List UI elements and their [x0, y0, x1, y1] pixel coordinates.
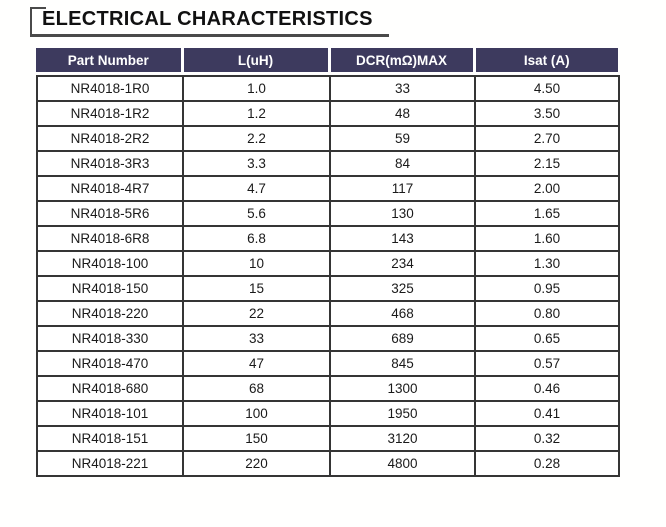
- table-body: NR4018-1R0 1.0 33 4.50 NR4018-1R2 1.2 48 3.50 NR…: [36, 75, 620, 477]
- cell-dcr-mohm-max: 59: [329, 125, 476, 152]
- cell-l-uh: 100: [182, 400, 331, 427]
- cell-isat-a: 0.41: [474, 400, 620, 427]
- table-row: NR4018-221 220 4800 0.28: [36, 450, 620, 477]
- table-row: NR4018-4R7 4.7 117 2.00: [36, 175, 620, 202]
- cell-dcr-mohm-max: 4800: [329, 450, 476, 477]
- cell-dcr-mohm-max: 84: [329, 150, 476, 177]
- cell-isat-a: 1.30: [474, 250, 620, 277]
- cell-part-number: NR4018-5R6: [36, 200, 184, 227]
- cell-l-uh: 5.6: [182, 200, 331, 227]
- cell-isat-a: 0.32: [474, 425, 620, 452]
- table-row: NR4018-5R6 5.6 130 1.65: [36, 200, 620, 227]
- cell-l-uh: 1.2: [182, 100, 331, 127]
- column-header-l-uh: L(uH): [182, 48, 331, 72]
- table-row: NR4018-330 33 689 0.65: [36, 325, 620, 352]
- cell-part-number: NR4018-680: [36, 375, 184, 402]
- cell-part-number: NR4018-150: [36, 275, 184, 302]
- table-row: NR4018-6R8 6.8 143 1.60: [36, 225, 620, 252]
- cell-isat-a: 0.95: [474, 275, 620, 302]
- cell-dcr-mohm-max: 48: [329, 100, 476, 127]
- cell-isat-a: 3.50: [474, 100, 620, 127]
- cell-isat-a: 4.50: [474, 75, 620, 102]
- table-row: NR4018-101 100 1950 0.41: [36, 400, 620, 427]
- page-title: ELECTRICAL CHARACTERISTICS: [42, 8, 373, 30]
- cell-l-uh: 33: [182, 325, 331, 352]
- cell-isat-a: 2.00: [474, 175, 620, 202]
- cell-dcr-mohm-max: 689: [329, 325, 476, 352]
- cell-part-number: NR4018-220: [36, 300, 184, 327]
- cell-l-uh: 150: [182, 425, 331, 452]
- cell-dcr-mohm-max: 1950: [329, 400, 476, 427]
- table-row: NR4018-2R2 2.2 59 2.70: [36, 125, 620, 152]
- table-row: NR4018-100 10 234 1.30: [36, 250, 620, 277]
- cell-isat-a: 0.80: [474, 300, 620, 327]
- cell-l-uh: 10: [182, 250, 331, 277]
- cell-part-number: NR4018-1R2: [36, 100, 184, 127]
- table-header: Part Number L(uH) DCR(mΩ)MAX Isat (A): [36, 48, 618, 72]
- cell-dcr-mohm-max: 468: [329, 300, 476, 327]
- table-row: NR4018-150 15 325 0.95: [36, 275, 620, 302]
- cell-l-uh: 2.2: [182, 125, 331, 152]
- cell-isat-a: 1.65: [474, 200, 620, 227]
- cell-l-uh: 1.0: [182, 75, 331, 102]
- cell-part-number: NR4018-221: [36, 450, 184, 477]
- cell-dcr-mohm-max: 845: [329, 350, 476, 377]
- cell-part-number: NR4018-4R7: [36, 175, 184, 202]
- table-row: NR4018-1R2 1.2 48 3.50: [36, 100, 620, 127]
- cell-part-number: NR4018-3R3: [36, 150, 184, 177]
- cell-l-uh: 68: [182, 375, 331, 402]
- cell-dcr-mohm-max: 234: [329, 250, 476, 277]
- cell-l-uh: 47: [182, 350, 331, 377]
- cell-dcr-mohm-max: 117: [329, 175, 476, 202]
- cell-isat-a: 2.15: [474, 150, 620, 177]
- table-header-row: Part Number L(uH) DCR(mΩ)MAX Isat (A): [36, 48, 618, 72]
- cell-part-number: NR4018-330: [36, 325, 184, 352]
- cell-isat-a: 0.28: [474, 450, 620, 477]
- cell-isat-a: 0.46: [474, 375, 620, 402]
- cell-l-uh: 220: [182, 450, 331, 477]
- cell-isat-a: 2.70: [474, 125, 620, 152]
- table-row: NR4018-680 68 1300 0.46: [36, 375, 620, 402]
- table-row: NR4018-1R0 1.0 33 4.50: [36, 75, 620, 102]
- table-row: NR4018-3R3 3.3 84 2.15: [36, 150, 620, 177]
- cell-dcr-mohm-max: 3120: [329, 425, 476, 452]
- cell-l-uh: 3.3: [182, 150, 331, 177]
- cell-isat-a: 0.65: [474, 325, 620, 352]
- table-row: NR4018-470 47 845 0.57: [36, 350, 620, 377]
- cell-part-number: NR4018-151: [36, 425, 184, 452]
- characteristics-table: NR4018-1R0 1.0 33 4.50 NR4018-1R2 1.2 48 3.50 NR…: [36, 75, 620, 477]
- characteristics-table-area: Part Number L(uH) DCR(mΩ)MAX Isat (A) NR…: [36, 48, 620, 477]
- cell-isat-a: 0.57: [474, 350, 620, 377]
- cell-part-number: NR4018-100: [36, 250, 184, 277]
- cell-isat-a: 1.60: [474, 225, 620, 252]
- cell-part-number: NR4018-1R0: [36, 75, 184, 102]
- cell-dcr-mohm-max: 143: [329, 225, 476, 252]
- cell-l-uh: 22: [182, 300, 331, 327]
- cell-dcr-mohm-max: 1300: [329, 375, 476, 402]
- column-header-part-number: Part Number: [36, 48, 184, 72]
- cell-dcr-mohm-max: 325: [329, 275, 476, 302]
- cell-dcr-mohm-max: 33: [329, 75, 476, 102]
- column-header-dcr-mohm-max: DCR(mΩ)MAX: [329, 48, 476, 72]
- cell-part-number: NR4018-6R8: [36, 225, 184, 252]
- column-header-isat-a: Isat (A): [474, 48, 618, 72]
- cell-l-uh: 4.7: [182, 175, 331, 202]
- cell-part-number: NR4018-470: [36, 350, 184, 377]
- table-row: NR4018-151 150 3120 0.32: [36, 425, 620, 452]
- table-row: NR4018-220 22 468 0.80: [36, 300, 620, 327]
- cell-l-uh: 15: [182, 275, 331, 302]
- cell-part-number: NR4018-2R2: [36, 125, 184, 152]
- cell-part-number: NR4018-101: [36, 400, 184, 427]
- cell-l-uh: 6.8: [182, 225, 331, 252]
- section-title-block: ELECTRICAL CHARACTERISTICS: [30, 7, 389, 37]
- cell-dcr-mohm-max: 130: [329, 200, 476, 227]
